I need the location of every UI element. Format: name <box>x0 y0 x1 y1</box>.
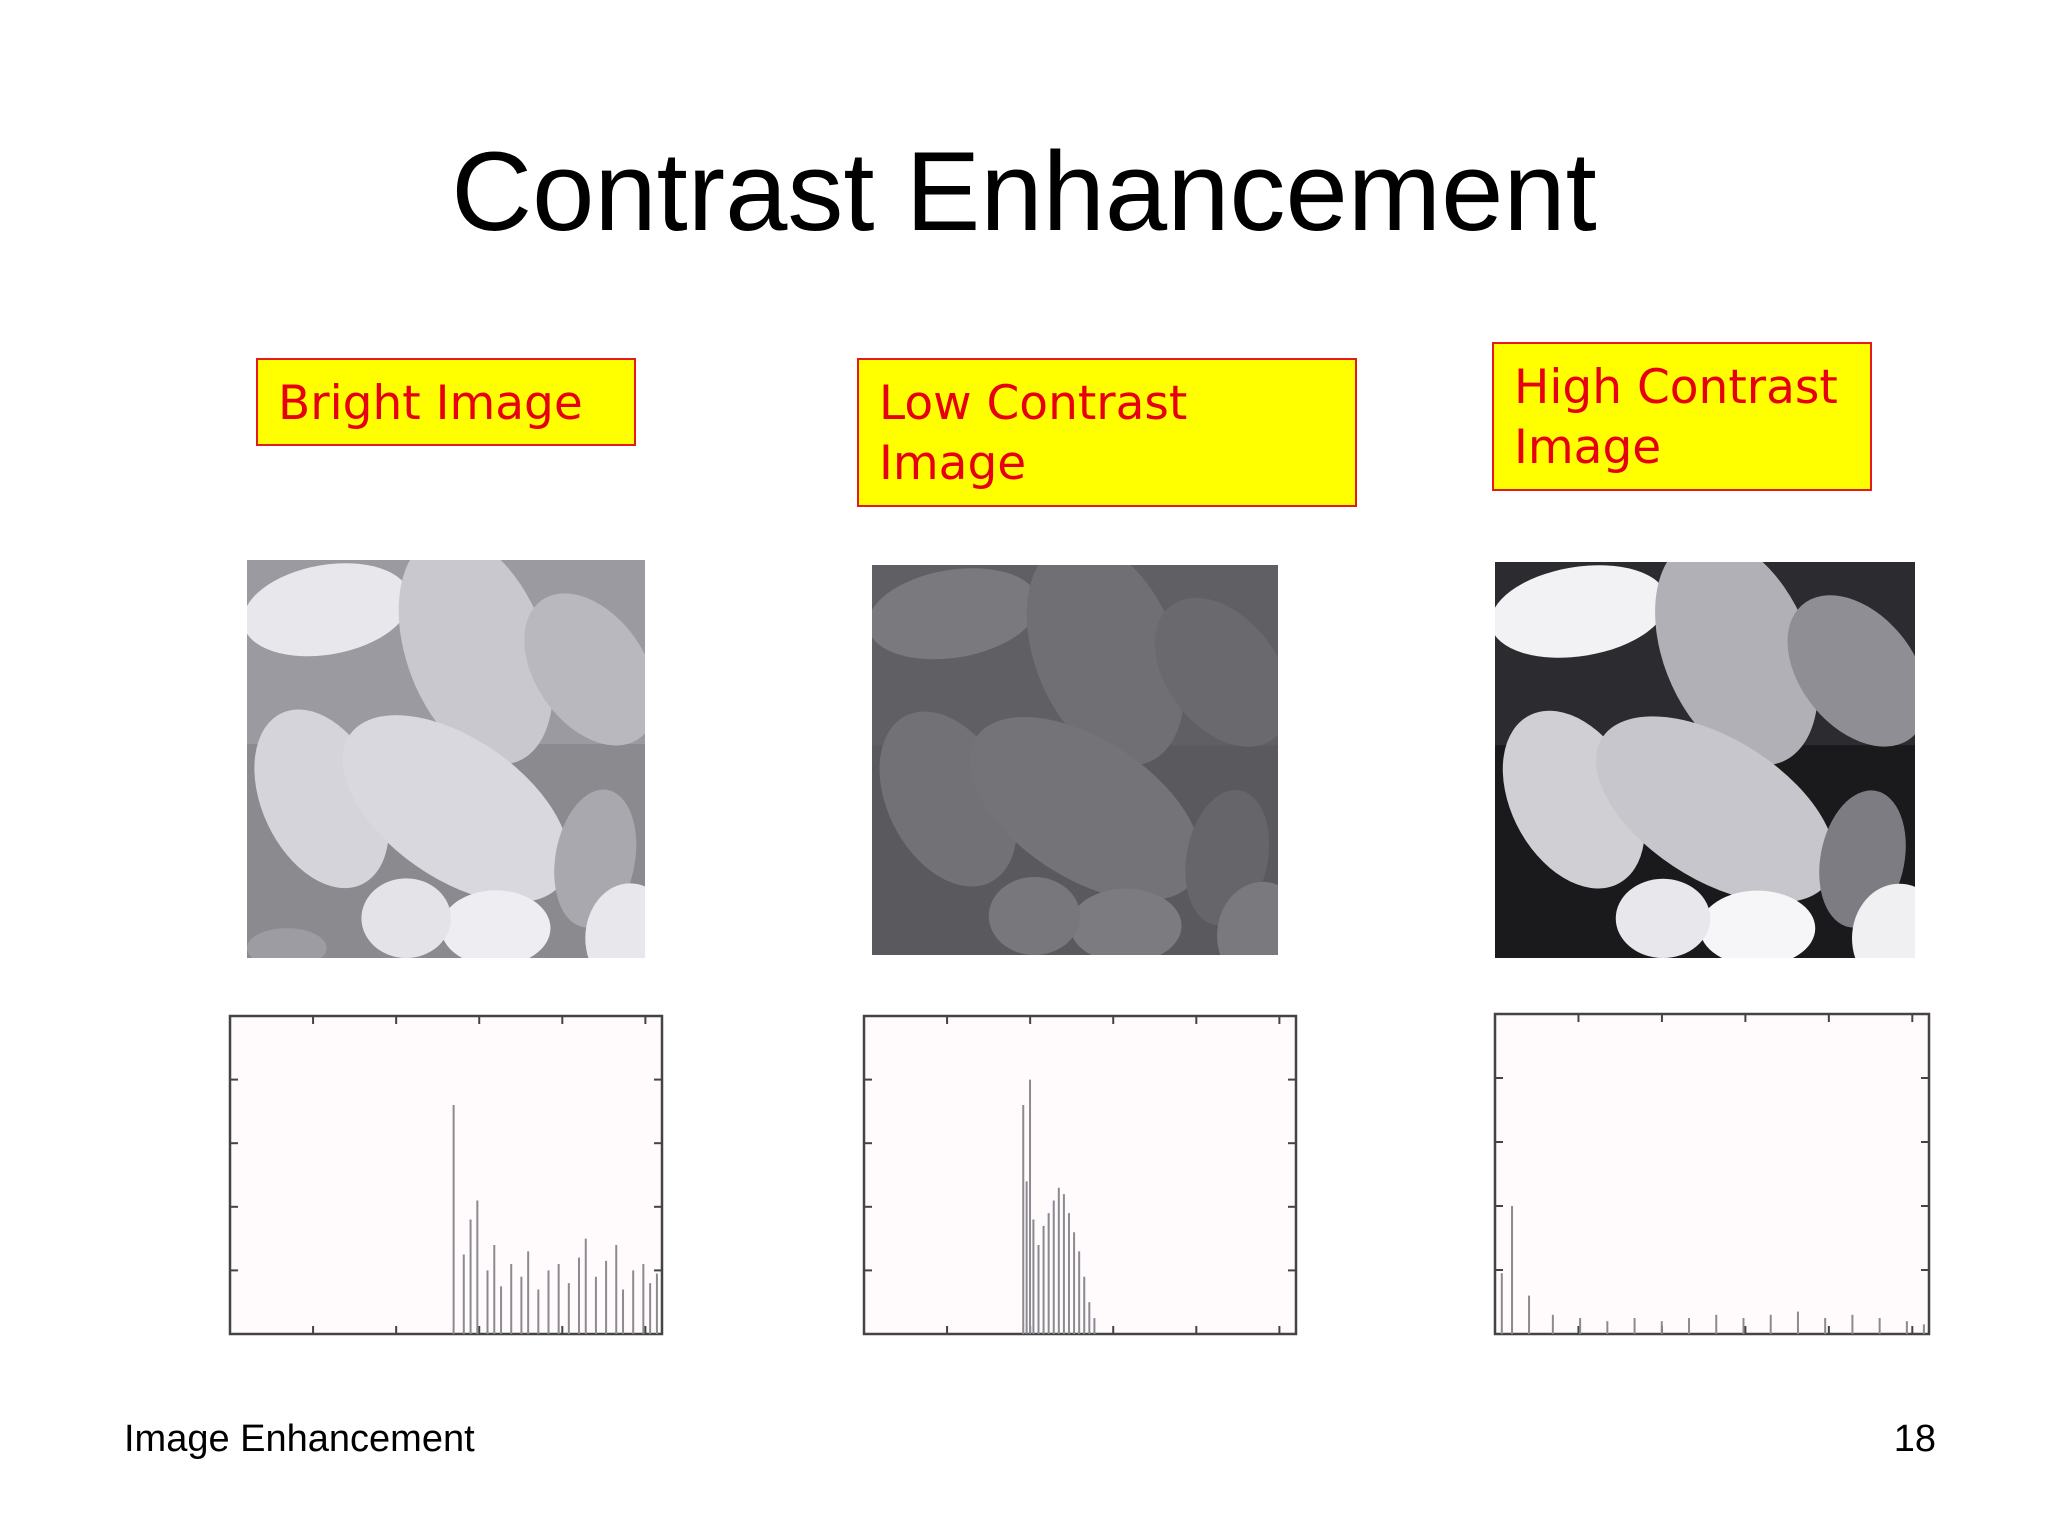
plot-area <box>230 1016 662 1334</box>
low-contrast-label-line2: Image <box>879 436 1027 491</box>
bright-histogram <box>228 1014 664 1336</box>
axes-frame <box>228 1014 664 1336</box>
page-number: 18 <box>1893 1418 1936 1460</box>
beans-photo-icon <box>872 565 1278 955</box>
axes-frame <box>1493 1012 1931 1336</box>
bright-image-label-text: Bright Image <box>278 376 583 431</box>
beans-photo-icon <box>247 560 645 958</box>
high-contrast-label: High Contrast Image <box>1492 342 1872 491</box>
bright-image <box>247 560 645 958</box>
high-contrast-label-line2: Image <box>1514 420 1662 475</box>
high-contrast-image <box>1495 562 1915 958</box>
low-contrast-label-line1: Low Contrast <box>879 376 1188 431</box>
plot-area <box>1495 1014 1929 1334</box>
low-contrast-image <box>872 565 1278 955</box>
slide-title: Contrast Enhancement <box>451 129 1597 254</box>
low-contrast-label: Low Contrast Image <box>857 358 1357 507</box>
bright-image-label: Bright Image <box>256 358 636 446</box>
footer-text: Image Enhancement <box>124 1418 475 1460</box>
low-contrast-histogram <box>862 1014 1298 1336</box>
high-contrast-histogram <box>1493 1012 1931 1336</box>
beans-photo-icon <box>1495 562 1915 958</box>
high-contrast-label-line1: High Contrast <box>1514 360 1838 415</box>
